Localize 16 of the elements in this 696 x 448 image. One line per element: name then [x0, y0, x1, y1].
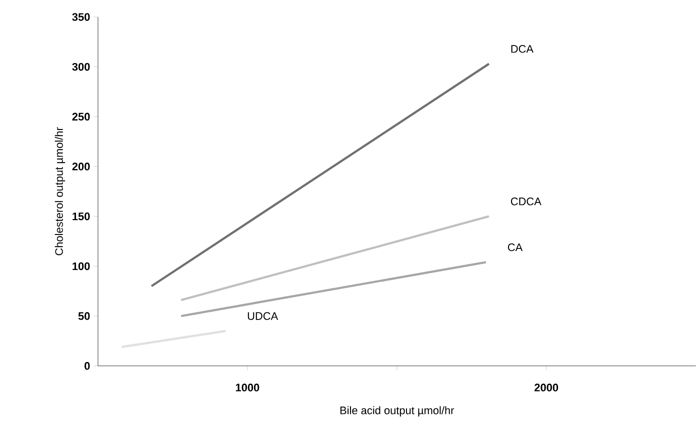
text: CDCA — [510, 198, 542, 206]
y-tick-label: 300 — [72, 63, 90, 71]
y-tick-label: 150 — [72, 212, 90, 220]
x-tick-label: 1000 — [236, 384, 260, 392]
x-axis-title: Bile acid output µmol/hr — [340, 406, 454, 417]
y-tick-label: 250 — [72, 112, 90, 121]
y-tick-label: 100 — [72, 262, 90, 270]
text: DCA — [511, 45, 534, 53]
y-tick-label: 0 — [84, 362, 90, 370]
y-tick-label: 200 — [72, 162, 90, 170]
x-tick-label: 2000 — [534, 384, 558, 392]
y-axis-title: Cholesterol output µmol/hr — [54, 127, 66, 256]
text: CA — [508, 243, 523, 252]
y-tick-label: 350 — [72, 13, 90, 21]
y-tick-label: 50 — [78, 312, 90, 320]
text: UDCA — [248, 312, 278, 320]
